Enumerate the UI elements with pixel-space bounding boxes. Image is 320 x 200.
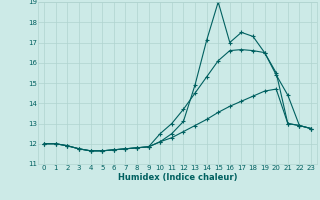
X-axis label: Humidex (Indice chaleur): Humidex (Indice chaleur) bbox=[118, 173, 237, 182]
